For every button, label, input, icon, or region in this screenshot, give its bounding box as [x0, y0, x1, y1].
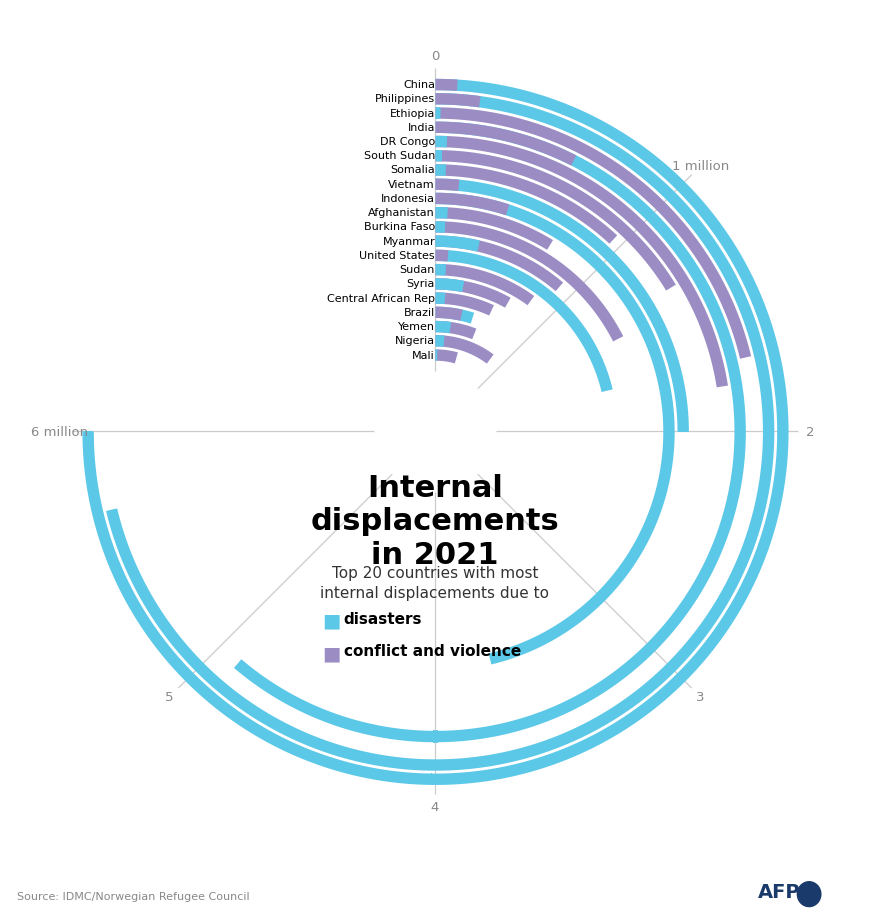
- Text: AFP: AFP: [757, 881, 799, 901]
- Text: 5: 5: [165, 691, 174, 704]
- Text: ■: ■: [322, 611, 340, 630]
- Text: United States: United States: [359, 251, 434, 261]
- Text: ■: ■: [322, 643, 340, 663]
- Text: 1 million: 1 million: [671, 160, 728, 173]
- Text: Afghanistan: Afghanistan: [368, 208, 434, 218]
- Text: Central African Rep: Central African Rep: [327, 293, 434, 303]
- Text: 4: 4: [430, 800, 439, 813]
- Text: Ethiopia: Ethiopia: [389, 108, 434, 119]
- Text: Source: IDMC/Norwegian Refugee Council: Source: IDMC/Norwegian Refugee Council: [17, 891, 249, 901]
- Text: Top 20 countries with most
internal displacements due to: Top 20 countries with most internal disp…: [320, 565, 549, 600]
- Text: DR Congo: DR Congo: [379, 137, 434, 147]
- Text: Vietnam: Vietnam: [388, 179, 434, 189]
- Text: Internal
displacements
in 2021: Internal displacements in 2021: [310, 473, 559, 570]
- Text: China: China: [402, 80, 434, 90]
- Text: Myanmar: Myanmar: [382, 236, 434, 246]
- Text: Sudan: Sudan: [399, 265, 434, 275]
- Text: Indonesia: Indonesia: [381, 194, 434, 204]
- Text: 0: 0: [430, 51, 439, 63]
- Text: Burkina Faso: Burkina Faso: [363, 222, 434, 233]
- Circle shape: [797, 882, 820, 906]
- Text: Yemen: Yemen: [397, 322, 434, 332]
- Text: 3: 3: [695, 691, 704, 704]
- Text: 2: 2: [806, 425, 813, 438]
- Text: Syria: Syria: [406, 279, 434, 289]
- Text: conflict and violence: conflict and violence: [343, 643, 521, 658]
- Text: 6 million: 6 million: [31, 425, 88, 438]
- Text: India: India: [407, 122, 434, 132]
- Text: disasters: disasters: [343, 611, 421, 626]
- Text: Mali: Mali: [412, 350, 434, 360]
- Text: South Sudan: South Sudan: [363, 151, 434, 161]
- Text: Brazil: Brazil: [403, 308, 434, 317]
- Text: Philippines: Philippines: [375, 94, 434, 104]
- Text: Somalia: Somalia: [390, 165, 434, 176]
- Text: Nigeria: Nigeria: [395, 336, 434, 346]
